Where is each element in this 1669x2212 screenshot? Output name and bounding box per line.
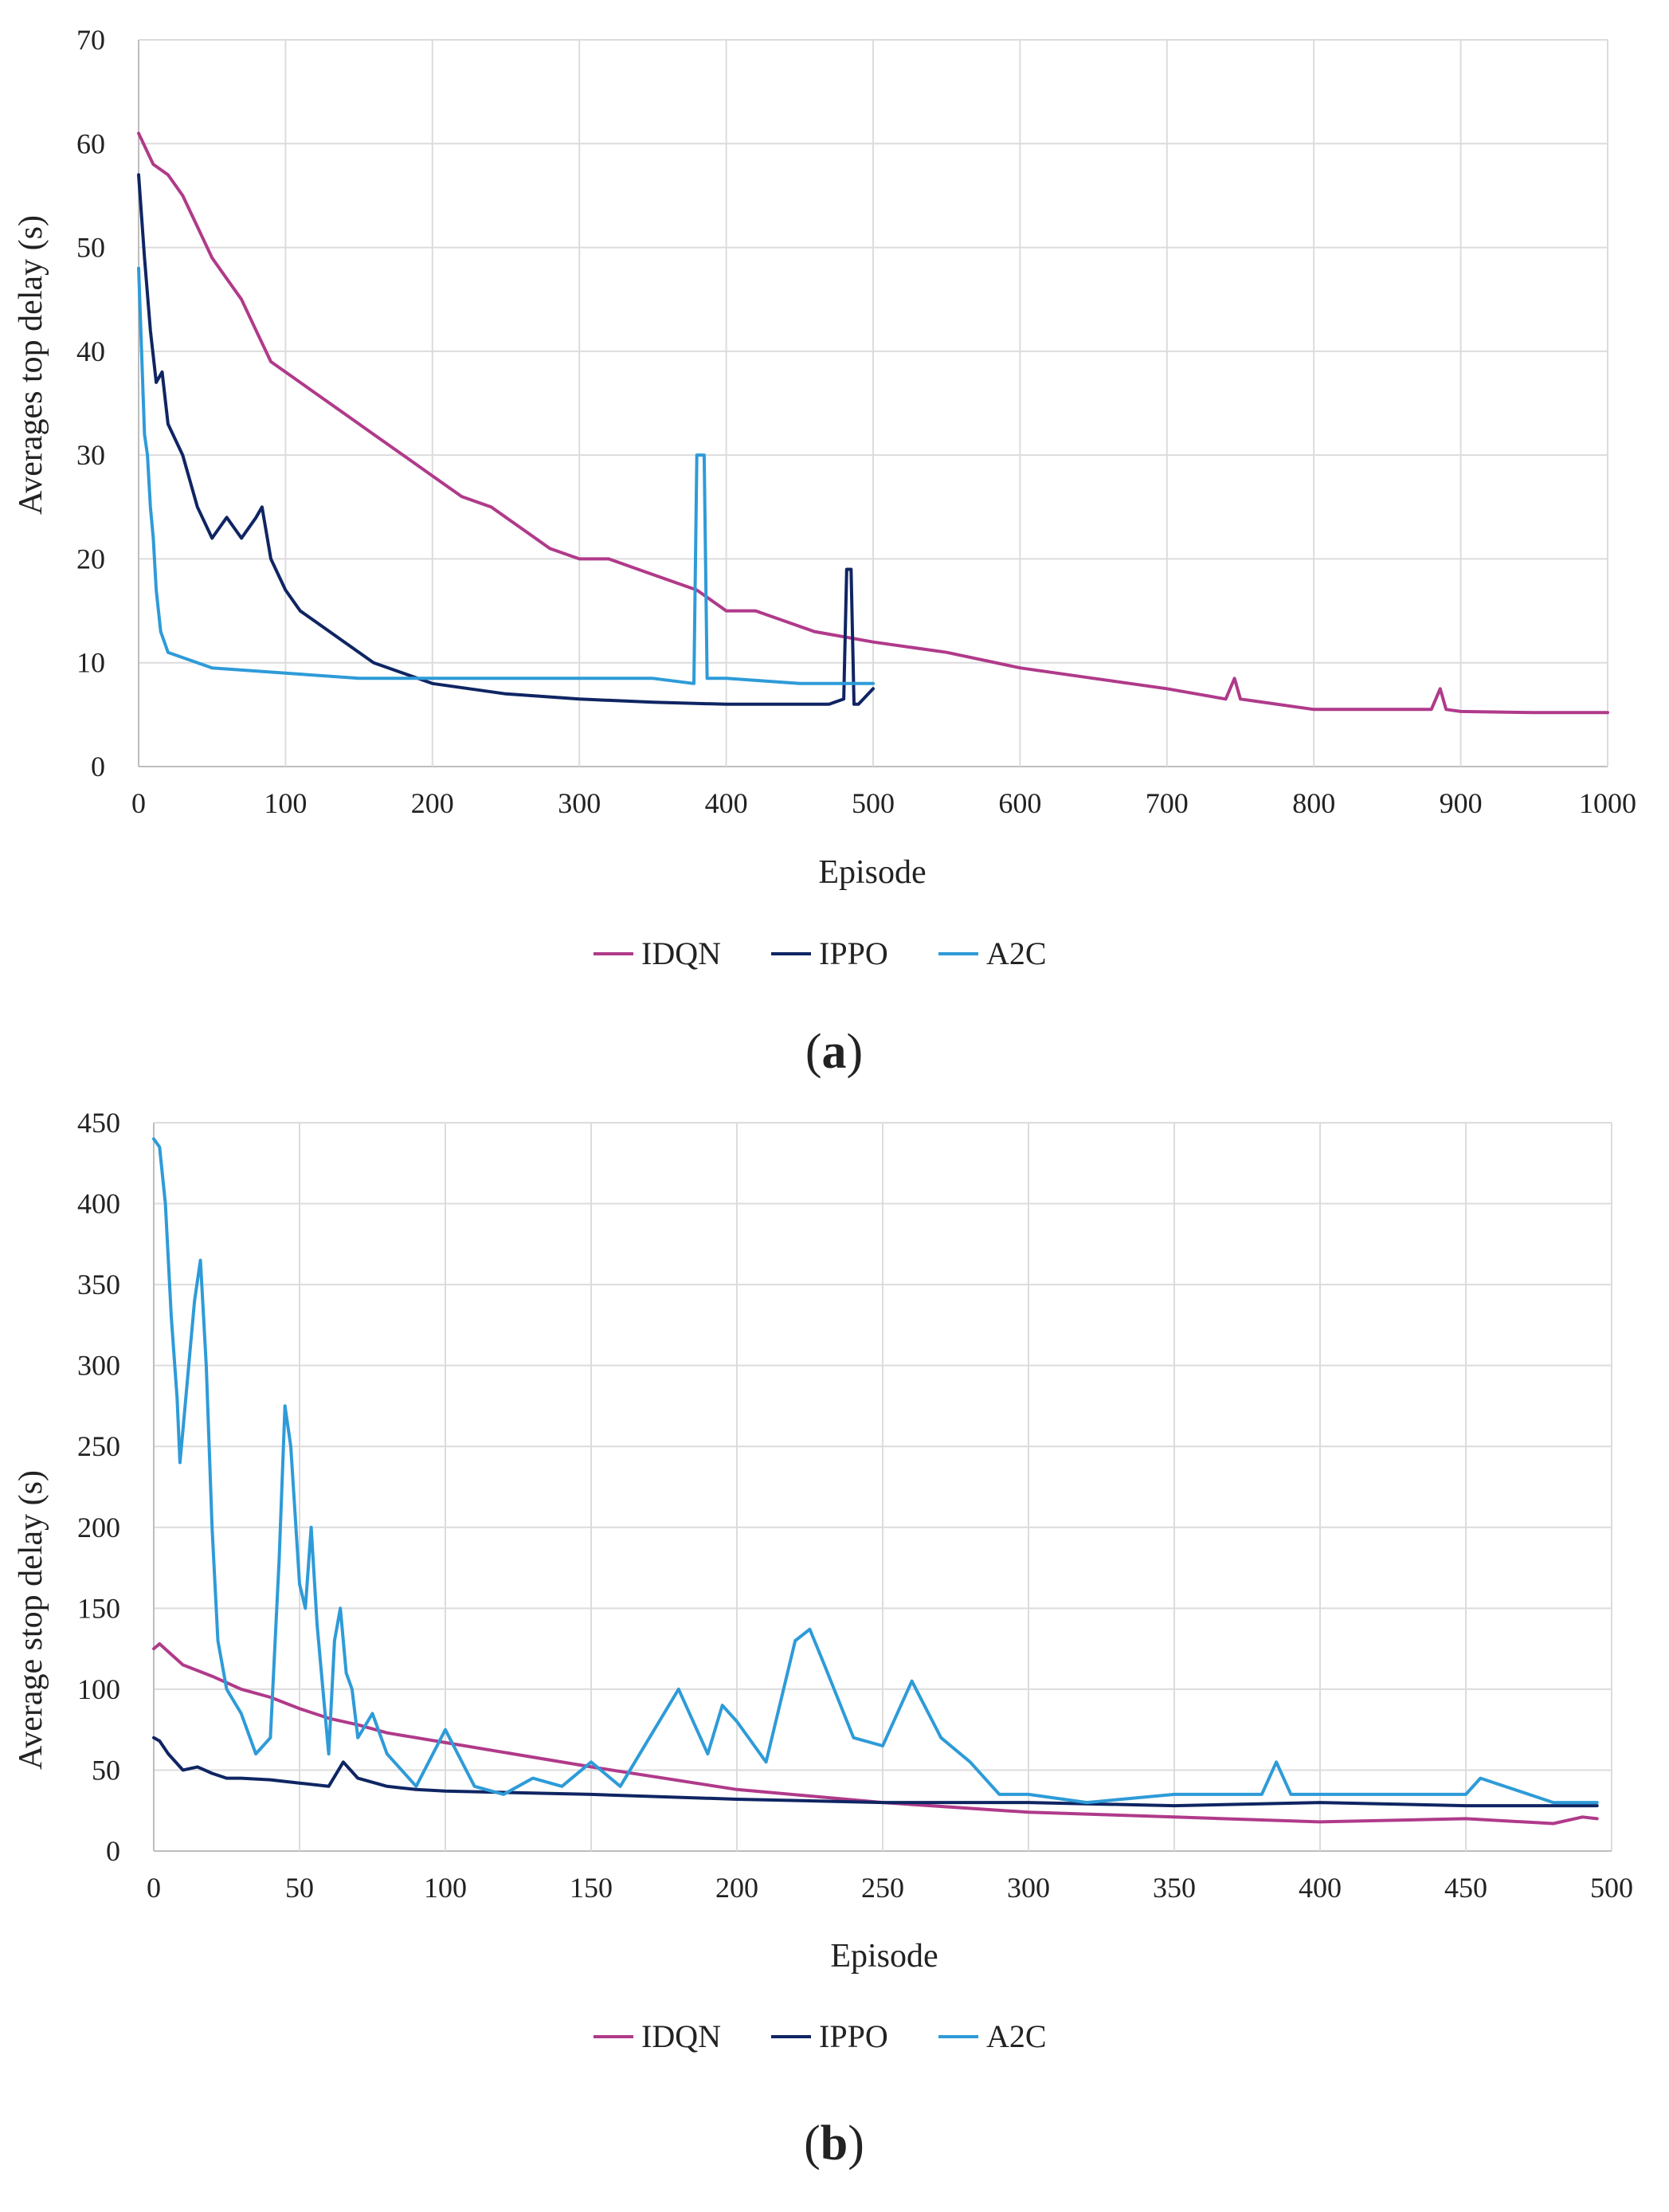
x-tick-label: 300 <box>558 787 601 819</box>
chart-b: 0 50 100 150 200 250 300 350 400 450 0 50 100 150 200… <box>13 1107 1633 2171</box>
y-axis-title: Average stop delay (s) <box>13 1470 49 1770</box>
y-tick-label: 150 <box>77 1592 120 1624</box>
y-axis-title: Averages top delay (s) <box>13 215 49 515</box>
y-tick-label: 70 <box>76 24 105 56</box>
y-tick-labels: 0 50 100 150 200 250 300 350 400 450 <box>77 1107 120 1867</box>
legend-label-idqn: IDQN <box>641 935 721 971</box>
y-tick-label: 100 <box>77 1673 120 1705</box>
series-line-idqn <box>137 131 1609 715</box>
x-tick-label: 200 <box>715 1872 758 1904</box>
y-tick-label: 350 <box>77 1269 120 1300</box>
legend: IDQN IPPO A2C <box>594 935 1047 971</box>
y-tick-label: 300 <box>77 1350 120 1382</box>
series-line-a2c <box>152 1137 1599 1805</box>
x-tick-labels: 0 50 100 150 200 250 300 350 400 450 500 <box>147 1872 1633 1904</box>
x-tick-label: 400 <box>705 787 748 819</box>
chart-panel-b: 0 50 100 150 200 250 300 350 400 450 0 50 100 150 200… <box>0 1092 1669 2208</box>
chart-panel-a: 0 10 20 30 40 50 60 70 0 100 200 300 400 500 600 700 80… <box>0 0 1669 1092</box>
x-tick-label: 600 <box>998 787 1041 819</box>
gridlines <box>153 1122 1612 1852</box>
y-tick-label: 40 <box>76 335 105 367</box>
x-tick-label: 50 <box>285 1872 314 1904</box>
x-tick-label: 700 <box>1146 787 1189 819</box>
x-tick-label: 900 <box>1440 787 1483 819</box>
series-line-ippo <box>137 173 875 706</box>
y-tick-label: 60 <box>76 127 105 159</box>
legend-label-ippo: IPPO <box>819 935 888 971</box>
series-lines <box>137 131 1609 715</box>
x-tick-label: 500 <box>1590 1872 1633 1904</box>
x-tick-labels: 0 100 200 300 400 500 600 700 800 900 1000 <box>131 787 1636 819</box>
x-tick-label: 200 <box>411 787 454 819</box>
legend-label-a2c: A2C <box>986 2018 1047 2054</box>
y-tick-label: 250 <box>77 1430 120 1462</box>
y-tick-label: 30 <box>76 439 105 471</box>
panel-label-a: (a) <box>805 1025 863 1079</box>
x-tick-label: 800 <box>1292 787 1335 819</box>
x-tick-label: 150 <box>570 1872 613 1904</box>
panel-letter-b: b <box>821 2116 848 2171</box>
x-tick-label: 450 <box>1444 1872 1487 1904</box>
x-tick-label: 1000 <box>1579 787 1636 819</box>
legend: IDQN IPPO A2C <box>594 2018 1047 2054</box>
x-tick-label: 250 <box>861 1872 904 1904</box>
y-tick-label: 50 <box>92 1754 120 1786</box>
x-axis-title: Episode <box>818 854 926 891</box>
series-line-idqn <box>152 1642 1599 1826</box>
x-tick-label: 0 <box>147 1872 161 1904</box>
legend-label-idqn: IDQN <box>641 2018 721 2054</box>
gridlines <box>138 39 1608 767</box>
x-tick-label: 350 <box>1153 1872 1196 1904</box>
y-tick-label: 10 <box>76 647 105 679</box>
x-tick-label: 100 <box>264 787 307 819</box>
series-lines <box>152 1137 1599 1826</box>
panel-letter-a: a <box>822 1025 847 1079</box>
x-tick-label: 500 <box>852 787 895 819</box>
y-tick-label: 0 <box>91 751 105 782</box>
series-line-a2c <box>137 266 875 685</box>
x-tick-label: 100 <box>424 1872 467 1904</box>
panel-label-b: (b) <box>804 2116 864 2171</box>
y-tick-label: 400 <box>77 1188 120 1220</box>
y-tick-label: 20 <box>76 543 105 575</box>
x-axis-title: Episode <box>830 1938 938 1975</box>
y-tick-label: 200 <box>77 1512 120 1543</box>
x-tick-label: 300 <box>1007 1872 1050 1904</box>
y-tick-label: 450 <box>77 1107 120 1139</box>
chart-a: 0 10 20 30 40 50 60 70 0 100 200 300 400 500 600 700 80… <box>13 24 1636 1079</box>
series-line-ippo <box>152 1735 1599 1808</box>
y-tick-label: 0 <box>106 1835 120 1867</box>
y-tick-label: 50 <box>76 232 105 264</box>
legend-label-a2c: A2C <box>986 935 1047 971</box>
x-tick-label: 400 <box>1299 1872 1342 1904</box>
legend-label-ippo: IPPO <box>819 2018 888 2054</box>
x-tick-label: 0 <box>131 787 146 819</box>
y-tick-labels: 0 10 20 30 40 50 60 70 <box>76 24 105 782</box>
